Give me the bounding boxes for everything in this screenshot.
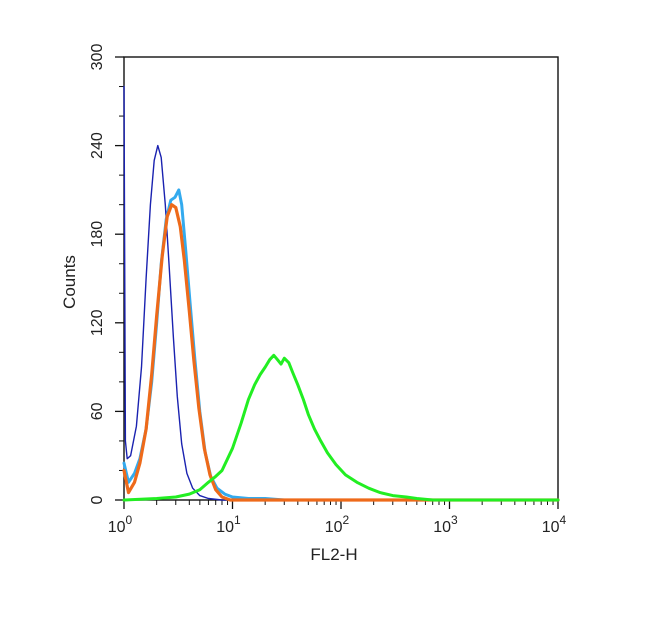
x-tick-label: 103	[433, 513, 458, 536]
x-tick-label: 101	[216, 513, 241, 536]
y-axis: 0 60 120 180 240 300	[89, 44, 124, 504]
x-axis-label: FL2-H	[310, 545, 357, 564]
y-tick-label: 180	[89, 221, 106, 248]
x-tick-label: 102	[325, 513, 350, 536]
y-tick-label: 240	[89, 132, 106, 159]
x-tick-label: 100	[108, 513, 133, 536]
y-axis-label: Counts	[60, 255, 79, 309]
histogram-series-line	[122, 203, 560, 502]
y-tick-label: 0	[89, 495, 106, 504]
histogram-series-line	[122, 353, 560, 502]
y-tick-label: 60	[89, 402, 106, 420]
histogram-series-line	[122, 188, 560, 502]
x-axis: 100 101 102 103 104	[108, 500, 567, 536]
y-tick-label: 120	[89, 309, 106, 336]
y-tick-label: 300	[89, 44, 106, 71]
x-tick-label: 104	[542, 513, 567, 536]
series-layer	[122, 85, 560, 502]
